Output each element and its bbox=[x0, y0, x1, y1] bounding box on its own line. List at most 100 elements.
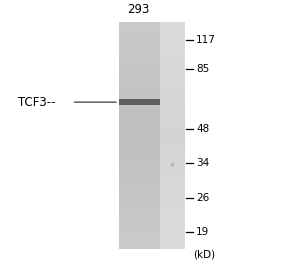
Bar bbox=[160, 88, 185, 90]
Bar bbox=[160, 60, 185, 63]
Bar bbox=[160, 106, 185, 108]
Bar bbox=[160, 185, 185, 187]
Bar bbox=[160, 33, 185, 35]
Bar bbox=[119, 97, 160, 99]
Bar bbox=[160, 45, 185, 47]
Bar bbox=[119, 174, 160, 176]
Bar bbox=[119, 178, 160, 181]
Bar bbox=[160, 85, 185, 88]
Bar bbox=[160, 101, 185, 103]
Bar bbox=[119, 122, 160, 124]
Bar bbox=[119, 90, 160, 92]
Bar bbox=[160, 74, 185, 76]
Bar bbox=[119, 63, 160, 65]
Bar bbox=[119, 181, 160, 183]
Bar bbox=[119, 83, 160, 85]
Bar bbox=[160, 187, 185, 190]
Bar bbox=[119, 47, 160, 49]
Bar bbox=[119, 203, 160, 206]
Bar bbox=[119, 72, 160, 74]
Bar bbox=[119, 31, 160, 33]
Bar bbox=[160, 144, 185, 147]
Bar bbox=[160, 167, 185, 169]
Bar bbox=[160, 124, 185, 126]
Bar bbox=[160, 219, 185, 221]
Bar bbox=[119, 81, 160, 83]
Bar bbox=[119, 22, 160, 24]
Bar bbox=[160, 126, 185, 129]
Bar bbox=[119, 35, 160, 38]
Bar bbox=[119, 79, 160, 81]
Bar bbox=[119, 99, 160, 101]
Bar bbox=[119, 26, 160, 29]
Bar bbox=[119, 133, 160, 135]
Bar bbox=[119, 217, 160, 219]
Bar bbox=[160, 181, 185, 183]
Bar bbox=[160, 103, 185, 106]
Bar bbox=[119, 110, 160, 112]
Bar bbox=[160, 131, 185, 133]
Bar bbox=[119, 67, 160, 69]
Bar bbox=[119, 169, 160, 172]
Bar bbox=[119, 144, 160, 147]
Bar bbox=[119, 33, 160, 35]
Bar bbox=[119, 112, 160, 115]
Bar bbox=[119, 115, 160, 117]
Bar bbox=[119, 42, 160, 45]
Bar bbox=[160, 56, 185, 58]
Bar bbox=[119, 101, 160, 103]
Bar bbox=[119, 108, 160, 110]
Bar bbox=[160, 174, 185, 176]
Bar bbox=[160, 79, 185, 81]
Bar bbox=[119, 162, 160, 165]
Bar bbox=[119, 192, 160, 194]
Bar bbox=[160, 140, 185, 142]
Bar bbox=[160, 221, 185, 224]
Bar bbox=[119, 140, 160, 142]
Bar bbox=[119, 246, 160, 249]
Bar bbox=[160, 233, 185, 235]
Bar bbox=[119, 160, 160, 162]
Bar bbox=[160, 26, 185, 29]
Bar bbox=[160, 40, 185, 42]
Bar bbox=[119, 215, 160, 217]
Bar bbox=[119, 210, 160, 212]
Bar bbox=[119, 76, 160, 79]
Bar bbox=[160, 212, 185, 215]
Bar bbox=[160, 29, 185, 31]
Bar bbox=[160, 99, 185, 101]
Bar bbox=[119, 149, 160, 151]
Bar bbox=[160, 244, 185, 246]
Bar bbox=[119, 185, 160, 187]
Bar bbox=[160, 149, 185, 151]
Bar bbox=[160, 239, 185, 242]
Bar bbox=[119, 124, 160, 126]
Bar bbox=[119, 51, 160, 54]
Bar bbox=[160, 42, 185, 45]
Bar bbox=[119, 65, 160, 67]
Bar bbox=[119, 117, 160, 119]
Bar bbox=[160, 158, 185, 160]
Bar bbox=[119, 135, 160, 138]
Bar bbox=[160, 108, 185, 110]
Bar bbox=[160, 172, 185, 174]
Bar bbox=[160, 129, 185, 131]
Bar bbox=[160, 162, 185, 165]
Bar bbox=[160, 110, 185, 112]
Bar bbox=[119, 196, 160, 199]
Bar bbox=[160, 38, 185, 40]
Bar bbox=[119, 119, 160, 122]
Bar bbox=[119, 167, 160, 169]
Bar bbox=[160, 138, 185, 140]
Bar bbox=[119, 156, 160, 158]
Bar bbox=[160, 81, 185, 83]
Bar bbox=[160, 95, 185, 97]
Bar bbox=[119, 85, 160, 88]
Bar bbox=[119, 60, 160, 63]
Bar bbox=[160, 169, 185, 172]
Bar bbox=[119, 153, 160, 156]
Text: 117: 117 bbox=[196, 35, 216, 45]
Bar bbox=[160, 237, 185, 239]
Bar bbox=[160, 160, 185, 162]
Bar bbox=[160, 97, 185, 99]
